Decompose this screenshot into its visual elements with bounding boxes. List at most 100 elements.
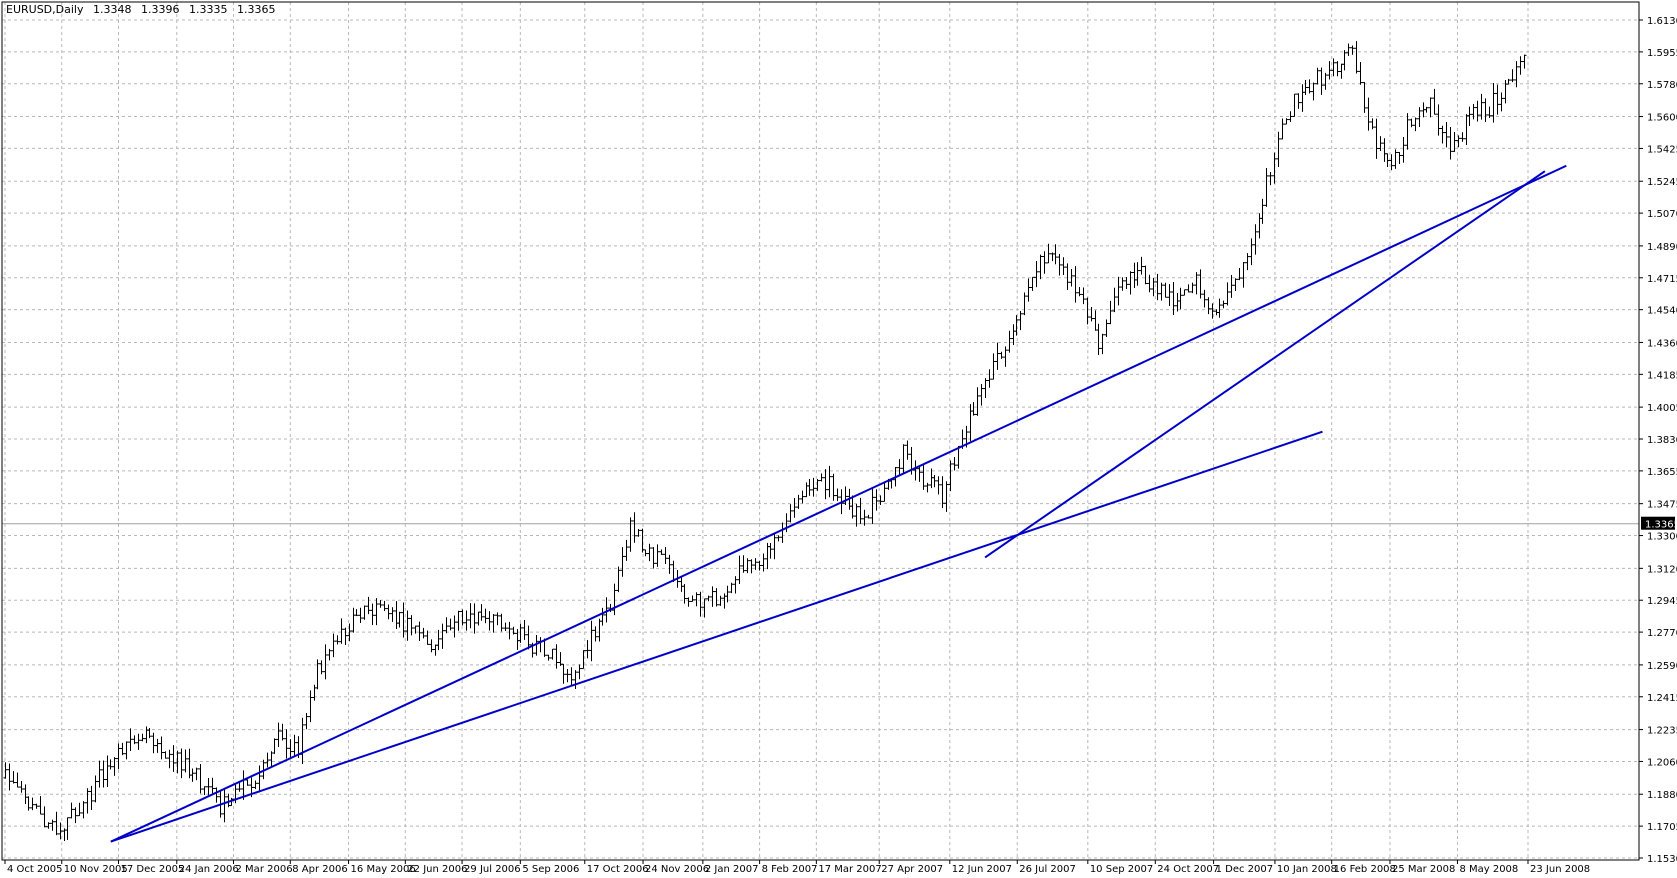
ohlc-bar — [1061, 257, 1066, 276]
ohlc-bar — [1350, 45, 1355, 55]
x-tick-label: 17 Mar 2007 — [818, 864, 881, 874]
ohlc-bar — [136, 733, 141, 750]
ohlc-bar — [327, 648, 332, 661]
ohlc-bar — [761, 553, 766, 572]
ohlc-bar — [304, 713, 309, 730]
ohlc-bar — [358, 607, 363, 624]
ohlc-bar — [1389, 154, 1394, 171]
ohlc-bar — [850, 495, 855, 519]
ohlc-bar — [1253, 224, 1258, 255]
ohlc-bar — [1096, 323, 1101, 356]
ohlc-bar — [140, 733, 145, 742]
x-tick-label: 4 Oct 2005 — [7, 864, 62, 874]
x-tick-label: 24 Nov 2006 — [645, 864, 709, 874]
ohlc-bar — [409, 615, 414, 636]
ohlc-bar — [870, 488, 875, 524]
ohlc-bar — [1186, 284, 1191, 293]
ohlc-bar — [659, 549, 664, 555]
ohlc-bar — [710, 586, 715, 607]
ohlc-bar — [468, 603, 473, 629]
ohlc-bar — [632, 512, 637, 543]
price-axis: 1.6130 1.5955 1.5780 1.5600 1.5425 1.5245 1.50… — [1639, 16, 1677, 865]
ohlc-bar — [1284, 118, 1289, 125]
ohlc-bar — [257, 765, 262, 793]
y-tick-label: 1.4185 — [1647, 370, 1677, 381]
ohlc-bar — [319, 660, 324, 675]
ohlc-bar — [429, 639, 434, 653]
ohlc-bar — [499, 613, 504, 632]
current-price-label: 1.3365 — [1645, 520, 1677, 531]
ohlc-bar — [1221, 300, 1226, 309]
ohlc-bar — [1464, 114, 1469, 145]
ohlc-bar — [1237, 268, 1242, 281]
x-tick-label: 16 Feb 2008 — [1334, 864, 1396, 874]
ohlc-bar — [292, 734, 297, 757]
ohlc-bar — [1042, 251, 1047, 274]
ohlc-bar — [1362, 82, 1367, 113]
ohlc-bar — [124, 741, 129, 760]
ohlc-bar — [620, 547, 625, 577]
ohlc-bar — [1046, 243, 1051, 264]
trendline[interactable] — [110, 164, 1567, 843]
ohlc-bar — [1268, 172, 1273, 186]
ohlc-bar — [593, 626, 598, 642]
ohlc-bar — [1007, 330, 1012, 353]
x-tick-label: 24 Jan 2006 — [179, 864, 239, 874]
ohlc-bar — [815, 478, 820, 491]
trendline[interactable] — [110, 430, 1323, 843]
ohlc-bar — [1182, 289, 1187, 296]
ohlc-bar — [284, 729, 289, 759]
x-tick-label: 23 Jun 2008 — [1530, 864, 1590, 874]
ohlc-bar — [1499, 92, 1504, 112]
ohlc-bar — [1065, 263, 1070, 290]
ohlc-bar — [179, 748, 184, 779]
ohlc-bar — [636, 528, 641, 537]
ohlc-bar — [1436, 104, 1441, 136]
ohlc-bar — [85, 788, 90, 814]
ohlc-bar — [362, 605, 367, 620]
ohlc-bar — [1506, 78, 1511, 85]
ohlc-bar — [1409, 118, 1414, 128]
ohlc-bar — [624, 539, 629, 561]
ohlc-bar — [476, 611, 481, 626]
ohlc-bar — [546, 654, 551, 661]
ohlc-bar — [1143, 265, 1148, 285]
ohlc-bar — [702, 598, 707, 618]
ohlc-bar — [741, 555, 746, 573]
x-tick-label: 2 Jan 2007 — [705, 864, 759, 874]
ohlc-bar — [929, 468, 934, 489]
ohlc-bar — [565, 669, 570, 683]
ohlc-bar — [1456, 135, 1461, 148]
x-tick-label: 29 Jul 2006 — [464, 864, 521, 874]
x-tick-label: 1 Dec 2007 — [1216, 864, 1274, 874]
ohlc-bar — [827, 465, 832, 498]
ohlc-bar — [651, 547, 656, 569]
ohlc-bar — [312, 684, 317, 701]
ohlc-bar — [401, 602, 406, 638]
grid — [2, 2, 1639, 860]
ohlc-bar — [405, 610, 410, 641]
ohlc-bar — [93, 775, 98, 803]
ohlc-bar — [936, 476, 941, 495]
ohlc-bar — [725, 585, 730, 603]
ohlc-bar — [1053, 244, 1058, 265]
ohlc-bar — [1272, 152, 1277, 184]
ohlc-bar — [171, 745, 176, 772]
ohlc-bar — [1315, 67, 1320, 85]
ohlc-bar — [1093, 310, 1098, 331]
y-tick-label: 1.3655 — [1647, 467, 1677, 478]
ohlc-bar — [187, 748, 192, 779]
ohlc-bar — [343, 627, 348, 645]
x-tick-label: 10 Nov 2005 — [64, 864, 128, 874]
y-tick-label: 1.3120 — [1647, 564, 1677, 575]
ohlc-bar — [7, 763, 12, 791]
trendlines[interactable] — [110, 164, 1567, 843]
y-tick-label: 1.4360 — [1647, 338, 1677, 349]
trendline[interactable] — [984, 170, 1546, 559]
ohlc-bar — [804, 482, 809, 498]
ohlc-bar — [261, 759, 266, 780]
x-tick-label: 8 Feb 2007 — [762, 864, 818, 874]
ohlc-bar — [511, 626, 516, 635]
